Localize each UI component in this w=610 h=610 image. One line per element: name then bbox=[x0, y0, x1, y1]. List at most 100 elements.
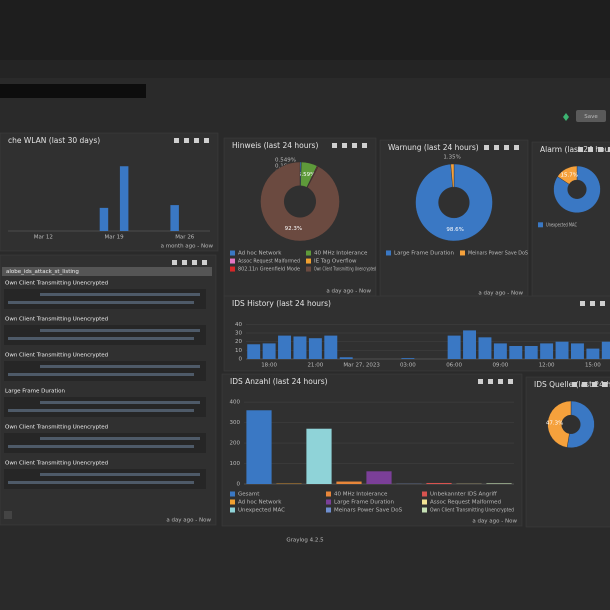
legend-swatch bbox=[326, 499, 331, 505]
widget-title: Warnung (last 24 hours) bbox=[388, 143, 479, 152]
legend-label: Unexpected MAC bbox=[546, 222, 577, 228]
slice-label: 6.59% bbox=[298, 172, 315, 178]
widget-action bbox=[592, 382, 597, 387]
bar bbox=[524, 346, 538, 359]
widget: a day ago - Now alobe_ids_attack_st_listi… bbox=[0, 254, 217, 526]
x-tick-label: Mar 12 bbox=[34, 235, 53, 241]
slice-label: 47.3% bbox=[546, 421, 563, 427]
bar bbox=[308, 338, 322, 359]
bar bbox=[509, 346, 523, 359]
widget-footer: a day ago - Now bbox=[478, 291, 523, 297]
message-body bbox=[4, 325, 206, 345]
message-text-blur bbox=[40, 293, 200, 296]
widget-action bbox=[204, 138, 209, 143]
widget-action bbox=[192, 260, 197, 265]
widget-footer: a day ago - Now bbox=[472, 519, 517, 525]
widget-action bbox=[488, 379, 493, 384]
widget: Warnung (last 24 hours) a day ago - Now 98… bbox=[379, 139, 528, 299]
save-button[interactable] bbox=[576, 110, 606, 122]
widget-frame bbox=[221, 373, 523, 527]
donut-slice bbox=[260, 161, 340, 242]
widget: IDS History (last 24 hours) 0 10 20 30 40 18:0… bbox=[223, 295, 610, 372]
legend-label: 802.11n Greenfield Mode bbox=[238, 267, 301, 273]
sub-nav bbox=[0, 60, 610, 78]
widget-action bbox=[184, 138, 189, 143]
x-tick-label: Mar 19 bbox=[104, 235, 124, 241]
donut-slice bbox=[553, 165, 601, 213]
widget-action bbox=[332, 143, 337, 148]
bar bbox=[463, 330, 477, 359]
bar bbox=[555, 341, 569, 359]
legend-label: Own Client Transmitting Unencrypted bbox=[314, 267, 376, 273]
legend-swatch bbox=[230, 491, 235, 497]
legend-swatch bbox=[538, 222, 543, 228]
message-text-blur bbox=[40, 473, 200, 476]
legend-swatch bbox=[230, 507, 235, 513]
bar bbox=[170, 205, 179, 231]
message-body bbox=[4, 289, 206, 309]
x-tick-label: 18:00 bbox=[261, 363, 277, 369]
list-heading-bar bbox=[2, 267, 212, 276]
x-tick-label: Mar 27, 2023 bbox=[343, 363, 380, 369]
legend-swatch bbox=[230, 250, 235, 256]
legend-label: Ad hoc Network bbox=[238, 251, 282, 257]
bar bbox=[570, 343, 584, 359]
x-tick-label: 06:00 bbox=[446, 363, 462, 369]
widget-action bbox=[352, 143, 357, 148]
bar bbox=[401, 358, 415, 359]
bar bbox=[119, 166, 129, 231]
y-tick-label: 0 bbox=[239, 357, 243, 363]
message-body bbox=[4, 361, 206, 381]
y-tick-label: 10 bbox=[235, 348, 242, 354]
widget-action bbox=[494, 145, 499, 150]
bar bbox=[366, 471, 392, 484]
message-title: Large Frame Duration bbox=[5, 389, 66, 395]
donut-slice bbox=[566, 400, 595, 448]
bar bbox=[493, 343, 507, 359]
legend-swatch bbox=[230, 258, 235, 264]
message-text-blur bbox=[8, 301, 194, 304]
x-tick-label: Mar 26 bbox=[175, 235, 195, 241]
widget-action bbox=[172, 260, 177, 265]
message-text-blur bbox=[8, 337, 194, 340]
legend-label: Meinars Power Save DoS bbox=[334, 508, 403, 514]
widget-action bbox=[608, 147, 610, 152]
widget: IDS Anzahl (last 24 hours) a day ago - No… bbox=[221, 373, 523, 527]
donut-slice bbox=[450, 163, 455, 188]
bar bbox=[247, 344, 261, 359]
bar bbox=[586, 348, 600, 359]
bar bbox=[262, 343, 276, 359]
slice-label: 15.7% bbox=[561, 172, 578, 178]
legend-swatch bbox=[326, 507, 331, 513]
widget-action bbox=[572, 382, 577, 387]
legend-label: Meinars Power Save DoS bbox=[468, 250, 528, 256]
message-text-blur bbox=[8, 409, 194, 412]
legend-label: Unexpected MAC bbox=[238, 508, 285, 514]
y-tick-label: 300 bbox=[230, 420, 241, 426]
widget-title: IDS Anzahl (last 24 hours) bbox=[230, 377, 328, 386]
widget-action bbox=[182, 260, 187, 265]
pagination-button bbox=[4, 511, 12, 519]
message-text-blur bbox=[8, 373, 194, 376]
y-tick-label: 30 bbox=[235, 331, 242, 337]
message-title: Own Client Transmitting Unencrypted bbox=[5, 317, 108, 323]
message-body bbox=[4, 397, 206, 417]
y-tick-label: 20 bbox=[235, 339, 242, 345]
widget-frame bbox=[0, 132, 219, 252]
widget-action bbox=[590, 301, 595, 306]
bar bbox=[278, 335, 292, 359]
message-text-blur bbox=[40, 365, 200, 368]
donut-slice bbox=[415, 163, 493, 242]
bar bbox=[324, 335, 338, 359]
legend-swatch bbox=[230, 499, 235, 505]
legend-label: Ad hoc Network bbox=[238, 500, 282, 506]
x-tick-label: 15:00 bbox=[585, 363, 601, 369]
slice-label: 1.35% bbox=[443, 155, 460, 161]
widget-action bbox=[478, 379, 483, 384]
message-title: Own Client Transmitting Unencrypted bbox=[5, 461, 108, 467]
search-field[interactable] bbox=[0, 84, 146, 98]
widget-title: Hinweis (last 24 hours) bbox=[232, 141, 318, 150]
save-button-label[interactable]: Save bbox=[584, 114, 598, 120]
message-text-blur bbox=[8, 481, 194, 484]
x-tick-label: 12:00 bbox=[539, 363, 555, 369]
